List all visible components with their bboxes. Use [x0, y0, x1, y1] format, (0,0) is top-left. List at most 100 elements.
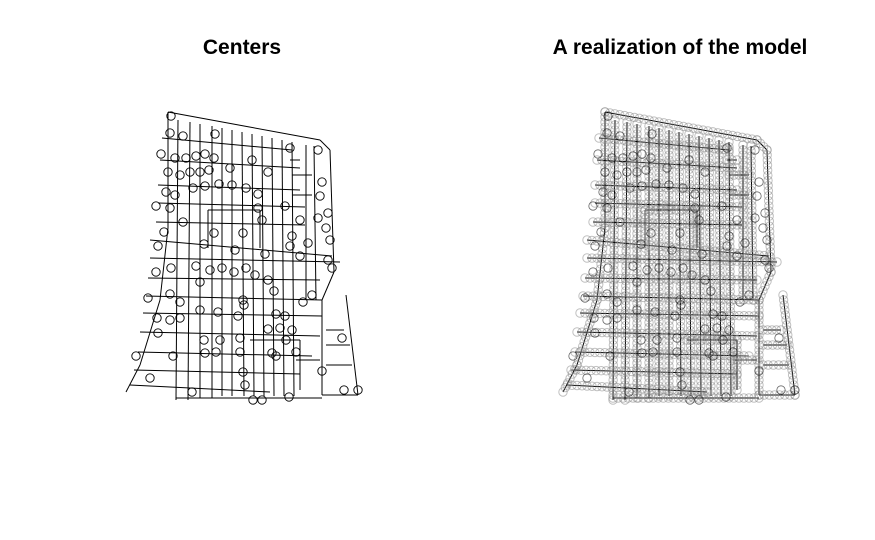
point-marker: [694, 151, 704, 161]
point-marker: [737, 132, 747, 142]
point-marker: [755, 138, 766, 149]
point-marker: [654, 326, 664, 337]
point-marker: [764, 390, 774, 400]
point-marker: [622, 137, 632, 147]
point-marker: [654, 297, 664, 307]
point-marker: [650, 205, 661, 215]
point-marker: [754, 295, 764, 305]
point-marker: [762, 325, 773, 335]
point-marker: [609, 220, 619, 230]
point-marker: [704, 143, 714, 153]
point-marker: [702, 335, 712, 345]
point-marker: [609, 195, 620, 205]
street-segment: [313, 145, 317, 301]
point-marker: [664, 150, 674, 160]
point-marker: [758, 223, 768, 233]
point-marker: [583, 291, 593, 301]
point-marker: [738, 275, 748, 285]
point-marker: [591, 365, 601, 376]
point-marker: [609, 230, 619, 240]
point-marker: [772, 257, 782, 267]
point-marker: [580, 308, 590, 318]
point-marker: [608, 305, 619, 315]
point-marker: [581, 365, 591, 376]
point-marker: [195, 277, 205, 287]
point-marker: [175, 313, 185, 323]
point-marker: [682, 335, 692, 345]
point-marker: [754, 375, 764, 385]
point-marker: [599, 233, 609, 243]
point-marker: [729, 190, 739, 200]
point-marker: [287, 231, 297, 241]
point-marker: [669, 349, 680, 359]
point-marker: [732, 375, 742, 385]
point-marker: [161, 187, 171, 197]
point-marker: [654, 222, 664, 232]
point-marker: [558, 387, 568, 397]
point-marker: [323, 255, 333, 265]
point-marker: [600, 122, 610, 132]
point-marker: [695, 281, 705, 291]
point-marker: [685, 255, 695, 265]
panel-title-centers: Centers: [202, 36, 282, 59]
point-marker: [738, 240, 748, 250]
point-marker: [704, 182, 715, 193]
point-marker: [694, 131, 704, 141]
point-marker: [590, 308, 600, 318]
point-marker: [209, 153, 219, 163]
point-marker: [664, 310, 674, 321]
point-marker: [712, 335, 722, 345]
point-marker: [644, 141, 654, 151]
point-marker: [654, 212, 664, 223]
point-marker: [664, 220, 674, 231]
point-marker: [694, 181, 705, 191]
point-marker: [603, 263, 613, 273]
point-marker: [754, 370, 764, 380]
point-marker: [187, 387, 197, 397]
point-marker: [695, 351, 706, 361]
point-marker: [285, 143, 295, 153]
point-marker: [593, 291, 603, 302]
point-marker: [705, 306, 716, 317]
point-marker: [725, 251, 735, 262]
point-marker: [602, 382, 612, 392]
point-marker: [704, 158, 714, 168]
street-segment: [167, 111, 321, 141]
point-marker: [241, 183, 251, 193]
point-marker: [725, 306, 736, 317]
point-marker: [620, 395, 630, 405]
point-marker: [668, 119, 679, 130]
point-marker: [664, 190, 674, 200]
point-marker: [703, 126, 713, 136]
street-segment: [125, 364, 141, 393]
point-marker: [582, 381, 592, 391]
point-marker: [654, 336, 664, 347]
point-marker: [593, 285, 603, 295]
point-marker: [715, 270, 725, 281]
point-marker: [661, 200, 671, 210]
point-marker: [608, 340, 619, 350]
point-marker: [165, 203, 175, 213]
point-marker: [644, 267, 654, 277]
point-marker: [754, 366, 764, 376]
point-marker: [725, 296, 735, 307]
point-marker: [607, 153, 617, 163]
point-marker: [686, 361, 696, 371]
point-marker: [632, 134, 642, 144]
point-marker: [664, 180, 674, 190]
point-marker: [654, 242, 664, 252]
street-segment: [133, 369, 301, 375]
point-marker: [748, 290, 758, 300]
point-marker: [695, 291, 705, 301]
point-marker: [238, 228, 248, 238]
point-marker: [685, 265, 695, 275]
street-segment: [251, 133, 255, 397]
point-marker: [620, 365, 630, 375]
point-marker: [575, 308, 585, 318]
point-marker: [714, 170, 724, 180]
point-marker: [664, 361, 674, 371]
point-marker: [632, 393, 642, 403]
point-marker: [200, 181, 210, 191]
point-marker: [715, 225, 725, 236]
point-marker: [762, 155, 773, 165]
